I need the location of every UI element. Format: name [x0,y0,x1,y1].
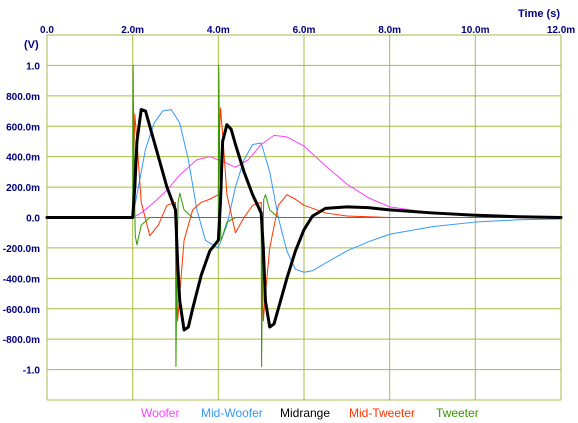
y-tick-label-9: -800.0m [3,335,40,346]
x-tick-label-4: 8.0m [378,25,401,36]
y-tick-label-6: -200.0m [3,244,40,255]
legend-item-mid-tweeter: Mid-Tweeter [349,406,415,420]
x-tick-label-1: 2.0m [121,25,144,36]
legend-item-tweeter: Tweeter [436,406,479,420]
x-tick-label-3: 6.0m [293,25,316,36]
y-tick-label-7: -400.0m [3,274,40,285]
y-tick-label-8: -600.0m [3,305,40,316]
legend-item-midrange: Midrange [280,406,330,420]
x-tick-labels: 0.0 2.0m 4.0m 6.0m 8.0m 10.0m 12.0m [40,25,575,36]
y-tick-label-1: 800.0m [6,92,40,103]
series-layer [45,64,563,368]
y-axis-title: (V) [24,39,39,51]
x-tick-label-6: 12.0m [547,25,575,36]
y-tick-label-5: 0.0 [26,214,40,225]
y-tick-label-2: 600.0m [6,122,40,133]
x-axis-title: Time (s) [518,8,560,20]
series-line-mid-woofer [46,109,562,273]
legend-item-mid-woofer: Mid-Woofer [201,406,263,420]
y-tick-label-3: 400.0m [6,153,40,164]
series-line-midrange [45,108,563,332]
x-tick-label-2: 4.0m [207,25,230,36]
legend: Woofer Mid-Woofer Midrange Mid-Tweeter Tweet… [141,406,479,420]
y-tick-labels: 1.0 800.0m 600.0m 400.0m 200.0m 0.0 -200.0m -40… [3,61,41,376]
x-tick-label-0: 0.0 [40,25,54,36]
y-tick-label-10: -1.0 [23,366,41,377]
y-tick-label-4: 200.0m [6,183,40,194]
x-tick-label-5: 10.0m [461,25,489,36]
series-line-mid-tweeter [46,107,562,322]
y-tick-label-0: 1.0 [26,61,40,72]
legend-item-woofer: Woofer [141,406,179,420]
series-line-tweeter [46,64,562,368]
